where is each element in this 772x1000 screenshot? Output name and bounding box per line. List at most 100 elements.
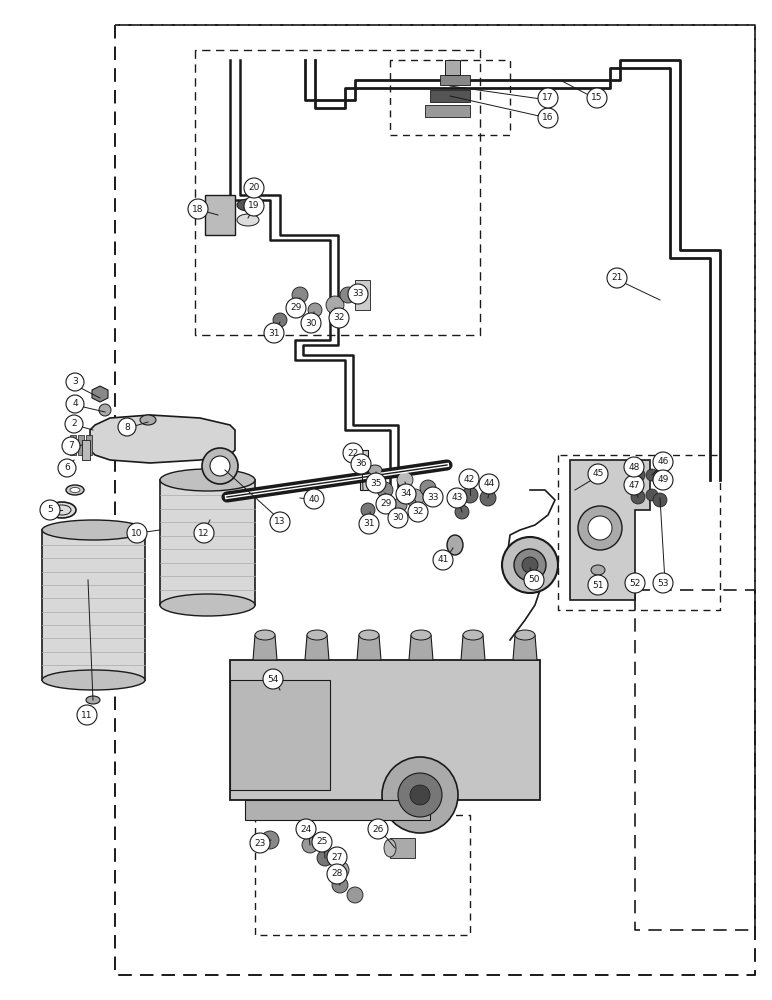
- Circle shape: [302, 837, 318, 853]
- Circle shape: [244, 196, 264, 216]
- Ellipse shape: [384, 839, 396, 857]
- Circle shape: [327, 864, 347, 884]
- Circle shape: [332, 877, 348, 893]
- Circle shape: [423, 487, 443, 507]
- Text: 28: 28: [331, 869, 343, 879]
- Polygon shape: [78, 435, 84, 455]
- Circle shape: [588, 575, 608, 595]
- Circle shape: [99, 404, 111, 416]
- Text: 43: 43: [452, 493, 462, 502]
- Ellipse shape: [255, 630, 275, 640]
- Text: 49: 49: [657, 476, 669, 485]
- Circle shape: [587, 88, 607, 108]
- Circle shape: [396, 484, 416, 504]
- Circle shape: [127, 523, 147, 543]
- Circle shape: [250, 833, 270, 853]
- Circle shape: [420, 480, 436, 496]
- Circle shape: [479, 474, 499, 494]
- Text: 20: 20: [249, 184, 259, 192]
- Text: 31: 31: [364, 520, 374, 528]
- Circle shape: [653, 470, 673, 490]
- Circle shape: [588, 464, 608, 484]
- Circle shape: [480, 490, 496, 506]
- Circle shape: [631, 490, 645, 504]
- Polygon shape: [445, 60, 460, 75]
- Circle shape: [459, 469, 479, 489]
- Circle shape: [366, 473, 386, 493]
- Text: 46: 46: [657, 458, 669, 466]
- Text: 34: 34: [401, 489, 411, 498]
- Polygon shape: [513, 635, 537, 660]
- Circle shape: [270, 512, 290, 532]
- Ellipse shape: [70, 488, 80, 492]
- Ellipse shape: [237, 199, 259, 211]
- Text: 32: 32: [334, 314, 344, 322]
- Ellipse shape: [359, 630, 379, 640]
- Circle shape: [646, 489, 658, 501]
- Circle shape: [376, 494, 396, 514]
- Circle shape: [377, 482, 393, 498]
- Polygon shape: [205, 195, 235, 235]
- Polygon shape: [86, 435, 92, 455]
- Text: 42: 42: [463, 475, 475, 484]
- Circle shape: [410, 785, 430, 805]
- Polygon shape: [230, 680, 330, 790]
- Polygon shape: [70, 435, 76, 455]
- Circle shape: [308, 303, 322, 317]
- Circle shape: [340, 287, 356, 303]
- Circle shape: [368, 819, 388, 839]
- Polygon shape: [305, 635, 329, 660]
- Circle shape: [408, 502, 428, 522]
- Text: 13: 13: [274, 518, 286, 526]
- Circle shape: [455, 505, 469, 519]
- Circle shape: [447, 488, 467, 508]
- Circle shape: [264, 323, 284, 343]
- Circle shape: [398, 773, 442, 817]
- Polygon shape: [430, 90, 470, 102]
- Polygon shape: [390, 838, 415, 858]
- Circle shape: [624, 475, 644, 495]
- Circle shape: [393, 498, 407, 512]
- Text: 19: 19: [249, 202, 259, 211]
- Circle shape: [588, 516, 612, 540]
- Text: 24: 24: [300, 824, 312, 834]
- Circle shape: [653, 452, 673, 472]
- Text: 53: 53: [657, 578, 669, 587]
- Text: 23: 23: [254, 838, 266, 848]
- Circle shape: [326, 296, 344, 314]
- Polygon shape: [355, 280, 370, 310]
- Polygon shape: [42, 530, 145, 680]
- Circle shape: [312, 832, 332, 852]
- Text: 11: 11: [81, 710, 93, 720]
- Text: 33: 33: [427, 492, 438, 502]
- Circle shape: [502, 537, 558, 593]
- Ellipse shape: [160, 594, 255, 616]
- Circle shape: [202, 448, 238, 484]
- Text: 50: 50: [528, 576, 540, 584]
- Circle shape: [304, 489, 324, 509]
- Circle shape: [58, 459, 76, 477]
- Text: 30: 30: [392, 514, 404, 522]
- Text: 27: 27: [331, 852, 343, 861]
- Ellipse shape: [368, 465, 382, 475]
- Circle shape: [462, 487, 478, 503]
- Ellipse shape: [237, 214, 259, 226]
- Ellipse shape: [591, 565, 605, 575]
- Circle shape: [653, 573, 673, 593]
- Text: 29: 29: [290, 304, 302, 312]
- Polygon shape: [90, 415, 235, 463]
- Text: 12: 12: [198, 528, 210, 538]
- Polygon shape: [360, 450, 368, 490]
- Ellipse shape: [140, 415, 156, 425]
- Circle shape: [261, 831, 279, 849]
- Text: 41: 41: [437, 556, 449, 564]
- Ellipse shape: [86, 696, 100, 704]
- Polygon shape: [357, 635, 381, 660]
- Polygon shape: [92, 386, 108, 402]
- Text: 45: 45: [592, 470, 604, 479]
- Ellipse shape: [66, 485, 84, 495]
- Text: 52: 52: [629, 578, 641, 587]
- Circle shape: [263, 669, 283, 689]
- Circle shape: [361, 503, 375, 517]
- Circle shape: [327, 847, 347, 867]
